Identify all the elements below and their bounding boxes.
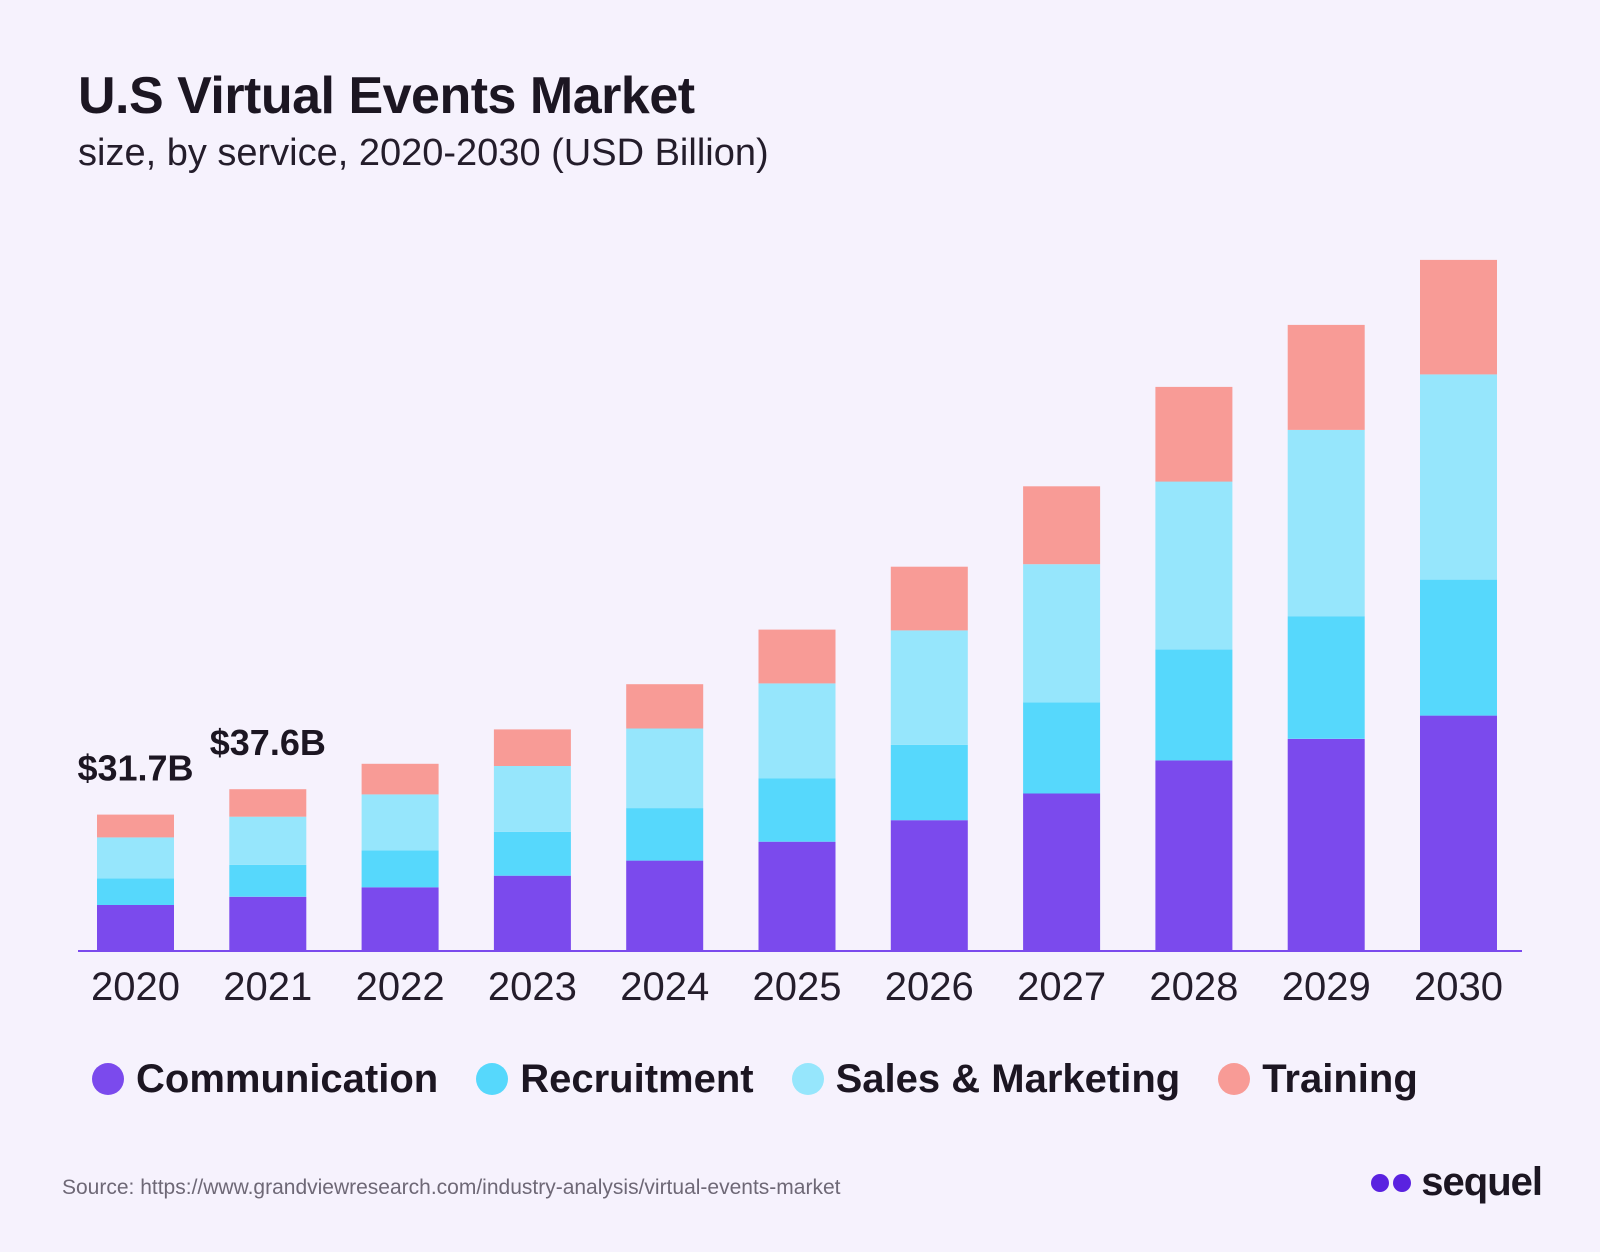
bar-segment-training-2027 [1023, 486, 1101, 565]
legend-swatch-recruitment [476, 1063, 509, 1095]
bar-segment-training-2024 [626, 684, 704, 729]
source-note: Source: https://www.grandviewresearch.co… [62, 1176, 841, 1199]
bar-segment-recruitment-2027 [1023, 702, 1101, 794]
bar-segment-communication-2020 [97, 905, 174, 951]
legend-swatch-training [1218, 1063, 1251, 1095]
bar-segment-training-2025 [758, 629, 836, 684]
bar-segment-communication-2025 [758, 841, 836, 951]
legend-item-recruitment: Recruitment [476, 1056, 754, 1102]
x-tick-label-2027: 2027 [1017, 965, 1106, 1009]
logo-dot-icon [1393, 1173, 1412, 1192]
chart-title: U.S Virtual Events Market [78, 67, 695, 125]
legend-item-communication: Communication [92, 1057, 438, 1102]
x-tick-label-2021: 2021 [223, 965, 312, 1009]
legend-label-recruitment: Recruitment [520, 1056, 754, 1101]
x-tick-label-2024: 2024 [620, 965, 709, 1009]
x-tick-label-2028: 2028 [1149, 965, 1238, 1009]
bar-segment-training-2028 [1155, 386, 1233, 482]
bar-segment-communication-2026 [890, 820, 968, 951]
bar-segment-recruitment-2030 [1420, 579, 1497, 716]
bar-segment-training-2020 [97, 814, 174, 838]
bar-segment-training-2022 [361, 763, 439, 795]
bar-segment-recruitment-2023 [493, 831, 571, 876]
bar-segment-training-2023 [493, 729, 571, 766]
legend: Communication Recruitment Sales & Market… [92, 1054, 1532, 1104]
bar-segment-recruitment-2024 [626, 808, 704, 861]
bar-segment-recruitment-2028 [1155, 649, 1233, 761]
bar-segment-communication-2030 [1420, 715, 1497, 951]
bar-segment-recruitment-2021 [229, 864, 307, 897]
legend-label-communication: Communication [136, 1056, 439, 1101]
x-tick-label-2025: 2025 [753, 965, 842, 1009]
bar-segment-sales-marketing-2023 [493, 766, 571, 832]
x-axis-ticks: 2020 2021 2022 2023 2024 2025 2026 2027 2028 2029… [91, 965, 1503, 1009]
bar-segment-sales-marketing-2027 [1023, 564, 1101, 703]
bar-segment-recruitment-2020 [97, 878, 174, 905]
bar-segment-sales-marketing-2020 [97, 837, 174, 879]
bar-segment-recruitment-2026 [890, 744, 968, 821]
brand-logo: sequel [1371, 1160, 1543, 1205]
x-tick-label-2022: 2022 [356, 965, 445, 1009]
bar-segment-communication-2028 [1155, 760, 1233, 951]
bar-segment-training-2026 [890, 566, 968, 631]
x-tick-label-2026: 2026 [885, 965, 974, 1009]
bar-segment-communication-2027 [1023, 793, 1101, 951]
legend-label-sales-marketing: Sales & Marketing [835, 1056, 1181, 1101]
bar-segment-communication-2023 [493, 875, 571, 951]
bar-segment-sales-marketing-2024 [626, 728, 704, 809]
bar-segment-sales-marketing-2021 [229, 816, 307, 865]
bar-segment-sales-marketing-2028 [1155, 481, 1233, 650]
bar-segment-recruitment-2025 [758, 778, 836, 842]
bar-group [97, 259, 1497, 951]
bar-segment-recruitment-2029 [1287, 616, 1365, 739]
bar-segment-sales-marketing-2030 [1420, 374, 1497, 580]
total-annotations: $31.7B $37.6B [77, 722, 325, 788]
bar-segment-recruitment-2022 [361, 850, 439, 888]
bar-segment-sales-marketing-2022 [361, 794, 439, 851]
brand-name: sequel [1421, 1160, 1543, 1204]
bar-segment-training-2029 [1287, 324, 1365, 430]
logo-dot-icon [1371, 1173, 1390, 1192]
legend-item-sales-marketing: Sales & Marketing [791, 1056, 1181, 1102]
legend-label-training: Training [1262, 1056, 1418, 1101]
x-tick-label-2029: 2029 [1282, 965, 1371, 1009]
bar-segment-communication-2021 [229, 896, 307, 951]
legend-swatch-communication [92, 1063, 124, 1095]
legend-swatch-sales-marketing [791, 1063, 824, 1095]
bar-segment-training-2021 [229, 789, 307, 817]
bar-segment-communication-2024 [626, 860, 704, 951]
bar-segment-sales-marketing-2029 [1287, 429, 1365, 617]
legend-item-training: Training [1218, 1057, 1418, 1102]
total-label-2021: $37.6B [210, 722, 326, 763]
x-tick-label-2023: 2023 [488, 965, 577, 1009]
x-tick-label-2020: 2020 [91, 965, 180, 1009]
bar-segment-sales-marketing-2026 [890, 630, 968, 745]
x-tick-label-2030: 2030 [1414, 965, 1503, 1009]
total-label-2020: $31.7B [77, 748, 193, 789]
stacked-bar-chart: 2020 2021 2022 2023 2024 2025 2026 2027 2028 2029… [77, 259, 1522, 1009]
bar-segment-sales-marketing-2025 [758, 683, 836, 779]
bar-segment-communication-2029 [1287, 738, 1365, 951]
bar-segment-communication-2022 [361, 887, 439, 951]
chart-subtitle: size, by service, 2020-2030 (USD Billion… [78, 132, 769, 174]
bar-segment-training-2030 [1420, 259, 1497, 375]
